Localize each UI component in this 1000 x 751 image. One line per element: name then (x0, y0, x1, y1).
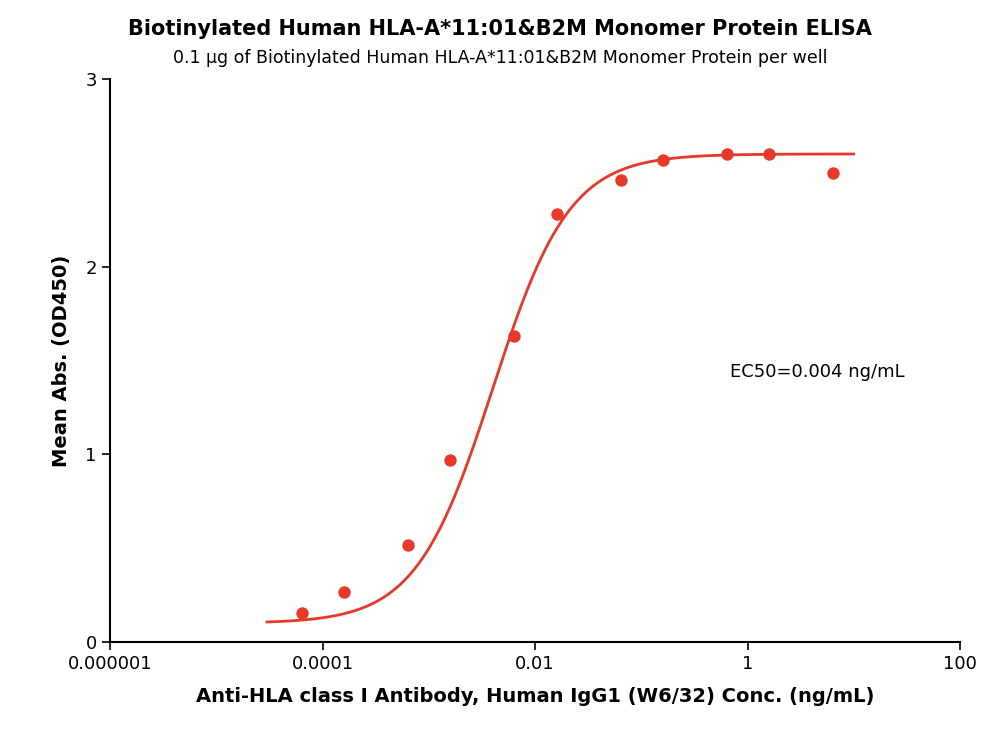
Point (719, 148, 735, 160)
Point (761, 148, 777, 160)
Point (655, 153, 671, 165)
Text: Biotinylated Human HLA-A*11:01&B2M Monomer Protein ELISA: Biotinylated Human HLA-A*11:01&B2M Monom… (128, 19, 872, 39)
Point (506, 330, 522, 342)
Text: EC50=0.004 ng/mL: EC50=0.004 ng/mL (730, 363, 905, 381)
Y-axis label: Mean Abs. (OD450): Mean Abs. (OD450) (52, 255, 71, 466)
X-axis label: Anti-HLA class I Antibody, Human IgG1 (W6/32) Conc. (ng/mL): Anti-HLA class I Antibody, Human IgG1 (W… (196, 687, 874, 706)
Point (613, 174, 629, 186)
Point (442, 454, 458, 466)
Point (294, 607, 310, 619)
Point (336, 587, 352, 599)
Point (549, 208, 565, 220)
Text: 0.1 μg of Biotinylated Human HLA-A*11:01&B2M Monomer Protein per well: 0.1 μg of Biotinylated Human HLA-A*11:01… (173, 49, 827, 67)
Point (825, 167, 841, 179)
Point (400, 539, 416, 551)
